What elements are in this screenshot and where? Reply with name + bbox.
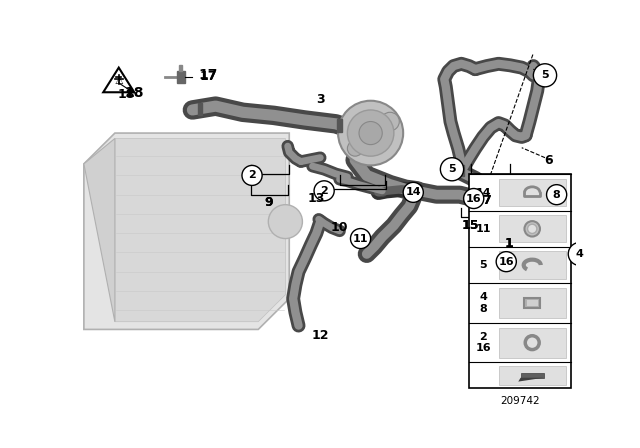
Text: 6: 6 [545,154,553,167]
Text: 17: 17 [198,68,218,82]
Text: 16: 16 [466,194,481,203]
Circle shape [496,252,516,271]
Bar [499,366,566,385]
Circle shape [242,165,262,185]
Text: 1: 1 [504,237,513,250]
Circle shape [463,189,484,208]
Text: 2: 2 [248,170,256,181]
Text: ⚡: ⚡ [116,77,121,83]
Circle shape [348,141,363,156]
Text: 18: 18 [125,86,144,100]
Text: 13: 13 [308,192,325,205]
Text: 1: 1 [504,237,513,250]
Circle shape [527,224,537,233]
Text: 9: 9 [264,196,273,209]
Bar [520,373,544,378]
Circle shape [359,121,382,145]
Bar [499,328,566,358]
Text: 5: 5 [479,260,487,270]
Text: 209742: 209742 [500,396,540,406]
Text: 4
8: 4 8 [479,292,487,314]
Text: 3: 3 [316,94,324,107]
Bar [337,119,342,132]
Bar [177,71,184,83]
Text: 10: 10 [331,221,348,234]
Text: 12: 12 [312,329,329,342]
Circle shape [348,110,394,156]
Bar [499,215,566,242]
Text: 7: 7 [483,194,492,207]
Text: 18: 18 [118,88,135,101]
Text: 17: 17 [199,70,216,83]
Circle shape [403,182,423,202]
Text: 9: 9 [264,196,273,209]
Text: 16: 16 [499,257,514,267]
Bar [524,297,540,308]
Bar [469,174,571,388]
Text: 5: 5 [541,70,549,80]
Text: 2
16: 2 16 [476,332,491,353]
Bar [499,251,566,279]
Text: 15: 15 [461,219,479,232]
Text: 2: 2 [320,186,328,196]
Text: 7: 7 [483,194,492,207]
Circle shape [440,158,463,181]
Text: 11: 11 [353,233,368,244]
Bar [484,185,488,196]
Polygon shape [518,378,544,382]
Polygon shape [103,68,134,92]
Polygon shape [84,133,289,329]
Bar [198,103,202,116]
Bar [527,300,538,306]
Circle shape [268,205,303,238]
Polygon shape [84,138,115,322]
Text: 14: 14 [405,187,421,198]
Bar [499,179,566,206]
Text: 15: 15 [461,219,479,232]
Circle shape [524,221,540,237]
Circle shape [351,228,371,249]
Text: 4: 4 [576,249,584,259]
Bar [460,165,465,176]
Text: ⚠: ⚠ [115,76,123,86]
Bar [499,288,566,318]
Text: 14: 14 [476,188,491,198]
Circle shape [568,242,591,266]
Circle shape [533,64,557,87]
Circle shape [338,101,403,165]
Circle shape [381,112,399,131]
Bar [179,65,182,71]
Circle shape [314,181,334,201]
Circle shape [547,185,566,205]
Text: 11: 11 [476,224,491,234]
Text: 8: 8 [553,190,561,200]
Text: 5: 5 [448,164,456,174]
Polygon shape [115,138,285,322]
